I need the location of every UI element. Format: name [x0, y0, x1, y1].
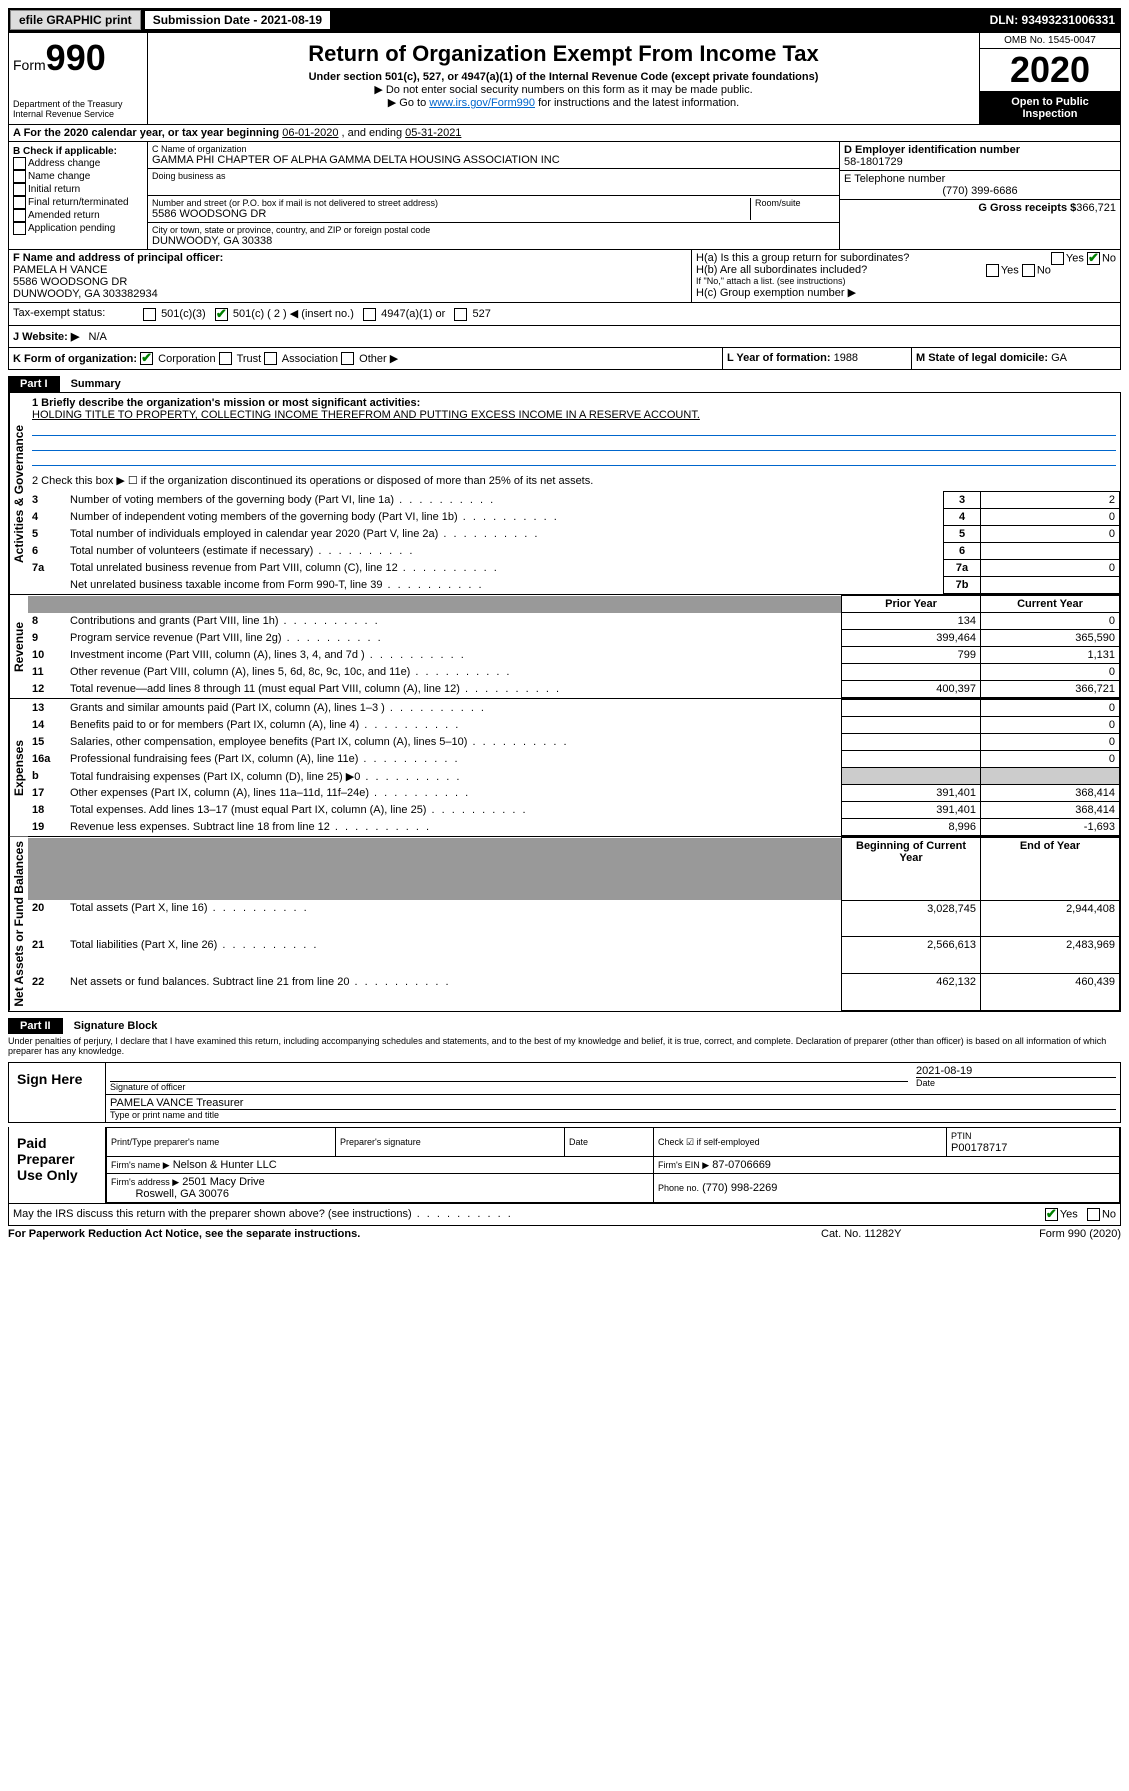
- paid-preparer-label: Paid Preparer Use Only: [9, 1127, 106, 1203]
- declaration-text: Under penalties of perjury, I declare th…: [8, 1034, 1121, 1058]
- box-b: B Check if applicable: Address change Na…: [9, 142, 148, 249]
- street-address: 5586 WOODSONG DR: [152, 208, 750, 220]
- cat-no: Cat. No. 11282Y: [821, 1228, 971, 1240]
- officer-addr2: DUNWOODY, GA 303382934: [13, 288, 158, 300]
- line1-label: 1 Briefly describe the organization's mi…: [32, 397, 420, 409]
- tax-status-row: Tax-exempt status: 501(c)(3) 501(c) ( 2 …: [8, 303, 1121, 326]
- box-c: C Name of organization GAMMA PHI CHAPTER…: [148, 142, 839, 249]
- officer-addr1: 5586 WOODSONG DR: [13, 276, 127, 288]
- addr-label: Number and street (or P.O. box if mail i…: [152, 198, 750, 208]
- chk-name-change[interactable]: Name change: [13, 170, 143, 183]
- identity-grid: B Check if applicable: Address change Na…: [8, 142, 1121, 250]
- part2-header-row: Part II Signature Block: [8, 1012, 1121, 1034]
- city-label: City or town, state or province, country…: [152, 225, 835, 235]
- revenue-table: Prior YearCurrent Year8Contributions and…: [28, 595, 1120, 698]
- chk-application-pending[interactable]: Application pending: [13, 222, 143, 235]
- expenses-table: 13Grants and similar amounts paid (Part …: [28, 699, 1120, 836]
- efile-button[interactable]: efile GRAPHIC print: [10, 10, 141, 30]
- form-title: Return of Organization Exempt From Incom…: [152, 41, 975, 67]
- vert-revenue: Revenue: [9, 595, 28, 698]
- footer: For Paperwork Reduction Act Notice, see …: [8, 1228, 1121, 1240]
- k-row: K Form of organization: Corporation Trus…: [8, 348, 1121, 371]
- sign-here-label: Sign Here: [9, 1063, 106, 1122]
- sig-date: 2021-08-19: [916, 1065, 1116, 1078]
- gross-receipts-value: 366,721: [1076, 202, 1116, 214]
- note-ssn: ▶ Do not enter social security numbers o…: [152, 83, 975, 96]
- part1-header-row: Part I Summary: [8, 370, 1121, 392]
- ein-label: D Employer identification number: [844, 144, 1020, 156]
- note-link: ▶ Go to www.irs.gov/Form990 for instruct…: [152, 96, 975, 109]
- part1-badge: Part I: [8, 376, 60, 392]
- mission-text: HOLDING TITLE TO PROPERTY, COLLECTING IN…: [32, 409, 1116, 421]
- dln-label: DLN: 93493231006331: [990, 13, 1119, 27]
- room-suite-label: Room/suite: [750, 198, 835, 220]
- top-bar: efile GRAPHIC print Submission Date - 20…: [8, 8, 1121, 32]
- form-number: Form990: [13, 37, 143, 79]
- officer-typed-name: PAMELA VANCE Treasurer: [110, 1097, 1116, 1110]
- phone-value: (770) 399-6686: [844, 185, 1116, 197]
- governance-table: 3Number of voting members of the governi…: [28, 491, 1120, 594]
- form-subtitle: Under section 501(c), 527, or 4947(a)(1)…: [152, 71, 975, 83]
- discuss-row: May the IRS discuss this return with the…: [8, 1204, 1121, 1226]
- department-label: Department of the Treasury Internal Reve…: [13, 99, 143, 119]
- irs-link[interactable]: www.irs.gov/Form990: [429, 97, 535, 109]
- part2-title: Signature Block: [66, 1018, 166, 1034]
- sig-officer-label: Signature of officer: [110, 1082, 908, 1092]
- officer-name: PAMELA H VANCE: [13, 264, 107, 276]
- open-public-badge: Open to Public Inspection: [980, 92, 1120, 124]
- netassets-table: Beginning of Current YearEnd of Year20To…: [28, 837, 1120, 1011]
- tax-year: 2020: [980, 49, 1120, 92]
- box-de: D Employer identification number 58-1801…: [839, 142, 1120, 249]
- period-row: A For the 2020 calendar year, or tax yea…: [8, 125, 1121, 142]
- hb-row: H(b) Are all subordinates included? Yes …: [696, 264, 1116, 276]
- ein-value: 58-1801729: [844, 156, 1116, 168]
- form-header: Form990 Department of the Treasury Inter…: [8, 32, 1121, 125]
- hb-note: If "No," attach a list. (see instruction…: [696, 276, 1116, 286]
- org-name: GAMMA PHI CHAPTER OF ALPHA GAMMA DELTA H…: [152, 154, 835, 166]
- line2: 2 Check this box ▶ ☐ if the organization…: [28, 470, 1120, 491]
- paperwork-notice: For Paperwork Reduction Act Notice, see …: [8, 1228, 821, 1240]
- submission-date: Submission Date - 2021-08-19: [145, 11, 330, 29]
- city-state-zip: DUNWOODY, GA 30338: [152, 235, 835, 247]
- sign-here-block: Sign Here Signature of officer 2021-08-1…: [8, 1062, 1121, 1123]
- chk-address-change[interactable]: Address change: [13, 157, 143, 170]
- officer-group-row: F Name and address of principal officer:…: [8, 250, 1121, 303]
- chk-amended[interactable]: Amended return: [13, 209, 143, 222]
- type-name-label: Type or print name and title: [110, 1110, 1116, 1120]
- part1-governance: Activities & Governance 1 Briefly descri…: [8, 392, 1121, 595]
- ha-row: H(a) Is this a group return for subordin…: [696, 252, 1116, 264]
- vert-expenses: Expenses: [9, 699, 28, 836]
- dba-label: Doing business as: [152, 171, 835, 181]
- chk-final-return[interactable]: Final return/terminated: [13, 196, 143, 209]
- vert-netassets: Net Assets or Fund Balances: [9, 837, 28, 1011]
- paid-preparer-block: Paid Preparer Use Only Print/Type prepar…: [8, 1127, 1121, 1204]
- part2-badge: Part II: [8, 1018, 63, 1034]
- org-name-label: C Name of organization: [152, 144, 835, 154]
- phone-label: E Telephone number: [844, 173, 1116, 185]
- gross-receipts-label: G Gross receipts $: [978, 202, 1076, 214]
- officer-label: F Name and address of principal officer:: [13, 252, 223, 264]
- part1-title: Summary: [63, 376, 129, 392]
- form-ref: Form 990 (2020): [971, 1228, 1121, 1240]
- hc-row: H(c) Group exemption number ▶: [696, 286, 1116, 299]
- chk-initial-return[interactable]: Initial return: [13, 183, 143, 196]
- sig-date-label: Date: [916, 1078, 1116, 1088]
- website-row: J Website: ▶ N/A: [8, 326, 1121, 348]
- part1-expenses: Expenses 13Grants and similar amounts pa…: [8, 699, 1121, 837]
- omb-number: OMB No. 1545-0047: [980, 33, 1120, 49]
- part1-netassets: Net Assets or Fund Balances Beginning of…: [8, 837, 1121, 1012]
- vert-governance: Activities & Governance: [9, 393, 28, 594]
- part1-revenue: Revenue Prior YearCurrent Year8Contribut…: [8, 595, 1121, 699]
